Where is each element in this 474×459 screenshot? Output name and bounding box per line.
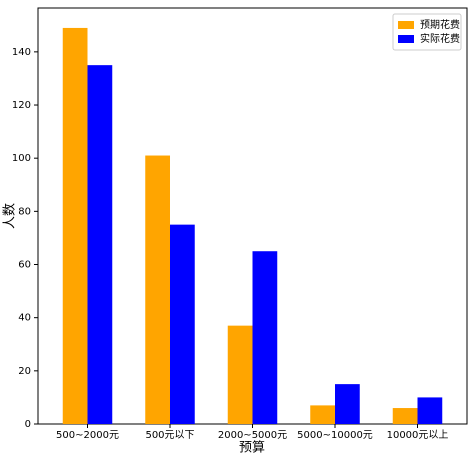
bar: [335, 384, 360, 424]
bar: [417, 397, 443, 424]
bar: [392, 408, 418, 424]
x-tick-label: 500元以下: [145, 430, 194, 441]
y-axis-title: 人数: [3, 203, 18, 229]
legend-label: 预期花费: [420, 18, 460, 31]
x-tick-label: 10000元以上: [387, 429, 449, 441]
x-tick-label: 5000~10000元: [297, 430, 373, 441]
x-tick-label: 500~2000元: [56, 430, 119, 441]
y-tick-label: 140: [12, 47, 31, 58]
y-tick-label: 100: [12, 153, 31, 164]
bar: [62, 27, 88, 425]
legend-label: 实际花费: [420, 32, 460, 45]
y-tick-label: 120: [12, 100, 31, 111]
bar: [227, 325, 253, 424]
legend-swatch: [398, 35, 414, 43]
bar: [87, 65, 113, 425]
bar: [145, 155, 170, 424]
x-tick-label: 2000~5000元: [218, 430, 287, 441]
bar: [310, 405, 335, 424]
y-tick-label: 80: [18, 206, 31, 217]
x-axis-title: 预算: [239, 441, 265, 456]
y-tick-label: 40: [18, 313, 31, 324]
bar: [252, 251, 278, 424]
legend-swatch: [398, 21, 414, 29]
y-tick-label: 60: [18, 260, 31, 271]
bar: [170, 224, 195, 424]
y-tick-label: 20: [18, 366, 31, 377]
y-tick-label: 0: [25, 419, 31, 430]
